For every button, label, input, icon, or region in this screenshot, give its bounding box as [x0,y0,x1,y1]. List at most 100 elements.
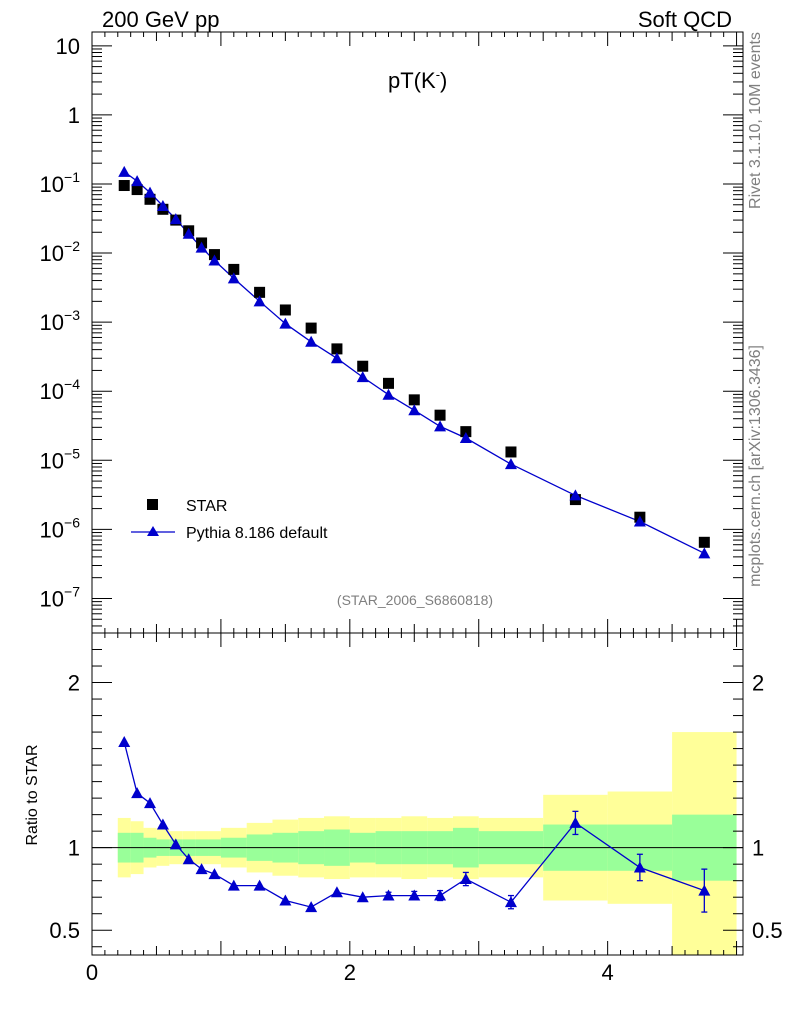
ratio-data-point [227,879,240,891]
ratio-data-point [504,896,517,908]
ratio-data-point [356,891,369,903]
star-data-point [505,446,517,458]
legend-pythia-marker [147,526,159,536]
pythia-data-point [131,175,144,187]
ratio-data-point [434,889,447,901]
main-panel-frame [91,31,744,634]
pythia-data-point [382,388,395,400]
pythia-line [123,171,705,554]
main-y-tick-label: 10−2 [40,238,81,266]
ratio-data-point [569,816,582,828]
tick-base: 10 [40,172,64,197]
ratio-data-point [169,838,182,850]
ratio-y-tick-label-left: 2 [68,671,80,696]
ratio-data-point [382,889,395,901]
ratio-data-point [408,889,421,901]
star-data-point [434,409,446,421]
pythia-data-point [118,165,131,177]
mcplots-label: mcplots.cern.ch [arXiv:1306.3436] [747,345,764,587]
star-data-point [279,304,291,316]
main-y-tick-label: 10−5 [40,445,81,473]
ratio-y-tick-label-right: 0.5 [752,918,783,943]
pythia-data-point [434,420,447,432]
ratio-data-point [182,853,195,865]
tick-exponent: −1 [64,169,80,185]
legend-pythia-label: Pythia 8.186 default [186,525,328,542]
pythia-data-point [195,241,208,253]
star-data-point [305,322,317,334]
pythia-data-point [253,295,266,307]
pythia-data-point [208,254,221,266]
legend: STAR Pythia 8.186 default [131,498,328,542]
tick-exponent: −7 [64,583,80,599]
pythia-data-point [169,213,182,225]
star-data-point [144,193,156,205]
main-y-tick-label: 10−6 [40,514,81,542]
ratio-data-point [633,861,646,873]
ratio-y-tick-label-right: 2 [752,671,764,696]
title-superscript: - [436,67,440,82]
ratio-data-point [279,894,292,906]
ratio-data-point [305,901,318,913]
main-y-tick-label: 10 [56,34,80,59]
legend-star-label: STAR [186,498,227,515]
ratio-tick-labels: 0 2 4 0.5 0.5 1 1 2 2 [49,671,782,985]
ratio-x-tick-label: 0 [86,960,98,985]
ratio-y-tick-label-left: 1 [68,836,80,861]
star-data-point [254,286,266,298]
tick-exponent: −3 [64,307,80,323]
title-close: ) [440,68,447,93]
pythia-data-point [698,547,711,559]
ratio-uncertainty-bands [92,732,743,955]
tick-exponent: −5 [64,445,80,461]
ratio-y-tick-label-right: 1 [752,836,764,861]
tick-exponent: −2 [64,238,80,254]
title-text: pT(K [388,68,436,93]
ratio-data-point [253,879,266,891]
main-y-tick-label: 10−3 [40,307,81,335]
header-right-label: Soft QCD [638,7,732,32]
tick-exponent: −6 [64,514,80,530]
star-data-point [131,184,143,196]
rivet-version-label: Rivet 3.1.10, 10M events [747,32,764,209]
ratio-panel-frame [91,632,744,956]
ratio-series-layer [118,735,711,913]
pythia-data-point [459,432,472,444]
tick-base: 1 [68,103,80,128]
pythia-data-point [227,272,240,284]
ratio-x-tick-label: 4 [602,960,614,985]
star-data-point [357,360,369,372]
tick-base: 10 [40,379,64,404]
ratio-data-point [459,873,472,885]
ratio-data-point [156,818,169,830]
star-data-point [331,343,343,355]
main-series-layer [118,165,711,559]
tick-base: 10 [40,517,64,542]
pythia-data-point [144,186,157,198]
star-data-point [460,426,472,438]
pythia-data-point [356,371,369,383]
pythia-data-point [569,489,582,501]
tick-exponent: −4 [64,376,80,392]
main-y-tick-label: 1 [68,103,80,128]
ratio-line [123,741,705,908]
star-data-point [408,394,420,406]
ratio-data-point [698,884,711,896]
main-title: pT(K-) [388,67,447,93]
legend-star-marker [147,499,158,510]
ratio-data-point [195,863,208,875]
ratio-y-tick-label-left: 0.5 [49,918,80,943]
star-data-point [228,263,240,275]
pythia-data-point [330,352,343,364]
main-y-tick-label: 10−1 [40,169,81,197]
main-axis-ticks [91,32,743,633]
pythia-data-point [182,227,195,239]
main-y-tick-label: 10−4 [40,376,81,404]
ratio-axis-ticks [91,633,743,955]
pythia-data-point [156,199,169,211]
pythia-data-point [279,317,292,329]
ratio-y-axis-label: Ratio to STAR [24,744,41,845]
tick-base: 10 [40,448,64,473]
star-data-point [118,180,130,192]
